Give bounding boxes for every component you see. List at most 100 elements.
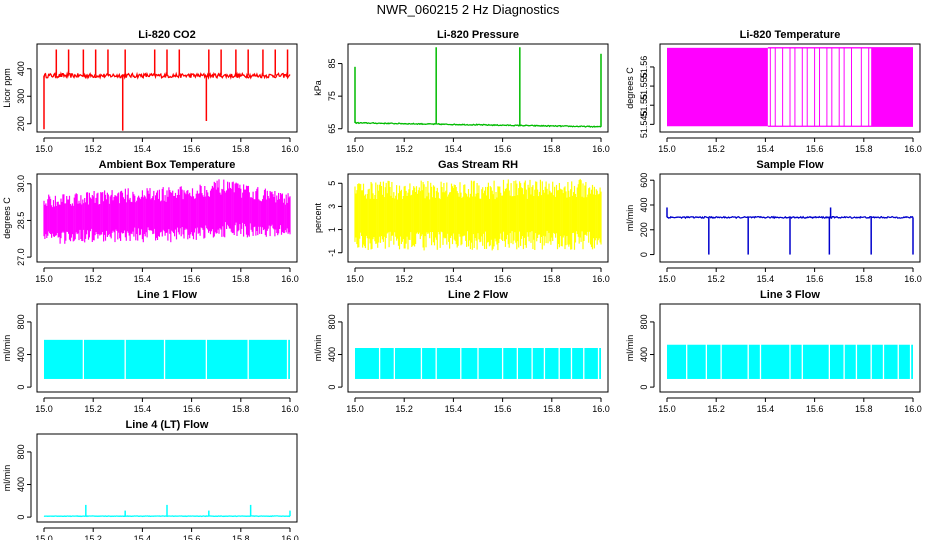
y-tick-label: 800	[327, 314, 337, 329]
x-tick-label: 15.8	[855, 144, 873, 154]
data-series	[667, 47, 913, 127]
y-tick-label: 75	[327, 91, 337, 101]
y-tick-label: 0	[639, 252, 649, 257]
y-axis-label: ml/min	[2, 465, 12, 492]
x-tick-label: 15.8	[543, 144, 561, 154]
x-tick-label: 15.2	[707, 274, 725, 284]
x-tick-label: 15.8	[543, 274, 561, 284]
data-series	[667, 343, 913, 380]
x-tick-label: 15.8	[232, 144, 250, 154]
y-axis: 27.0 28.5 30.0	[16, 175, 32, 266]
x-axis: 15.0 15.2 15.4 15.6 15.8 16.0	[658, 267, 922, 284]
y-axis: 200 300 400	[16, 61, 32, 131]
panel-9: Line 3 Flow ml/min 15.0 15.2 15.4 15.6 15.8 16.…	[625, 289, 922, 414]
y-tick-label: 85	[327, 59, 337, 69]
panel-title: Gas Stream RH	[438, 159, 518, 171]
x-tick-label: 15.8	[232, 404, 250, 414]
y-axis-label: degrees C	[2, 197, 12, 239]
y-tick-label: 600	[639, 173, 649, 188]
x-tick-label: 15.6	[494, 404, 512, 414]
y-tick-label: 400	[16, 477, 26, 492]
panel-title: Sample Flow	[756, 159, 824, 171]
plot-frame	[347, 173, 609, 263]
y-axis-label: ml/min	[625, 205, 635, 232]
data-series	[44, 338, 290, 380]
x-tick-label: 15.4	[445, 144, 463, 154]
y-axis-label: kPa	[313, 80, 323, 96]
x-tick-label: 15.6	[183, 144, 201, 154]
panel-4: Ambient Box Temperature degrees C 15.0 15.2…	[2, 159, 299, 284]
y-tick-label: 0	[639, 385, 649, 390]
plot-frame	[659, 43, 921, 133]
x-axis: 15.0 15.2 15.4 15.6 15.8 16.0	[346, 397, 610, 414]
x-axis: 15.0 15.2 15.4 15.6 15.8 16.0	[658, 137, 922, 154]
y-tick-label: 51.55	[639, 94, 649, 117]
dense-block	[871, 47, 913, 127]
plot-frame	[347, 303, 609, 393]
x-tick-label: 15.6	[494, 274, 512, 284]
y-axis: 0 400 800	[639, 314, 655, 390]
plot-frame	[36, 43, 298, 133]
y-tick-label: 400	[16, 61, 26, 76]
series-line	[354, 121, 602, 128]
x-tick-label: 15.6	[183, 534, 201, 540]
y-axis-label: ml/min	[313, 335, 323, 362]
y-tick-label: 1	[327, 227, 337, 232]
x-tick-label: 15.2	[84, 534, 102, 540]
x-tick-label: 15.0	[346, 404, 364, 414]
x-tick-label: 15.6	[806, 144, 824, 154]
y-tick-label: 400	[16, 347, 26, 362]
x-tick-label: 15.4	[134, 534, 152, 540]
data-series	[43, 179, 291, 244]
panel-title: Line 3 Flow	[760, 289, 820, 301]
y-tick-label: 0	[327, 385, 337, 390]
y-tick-label: 28.5	[16, 212, 26, 230]
series-line	[667, 215, 914, 220]
plot-frame	[36, 173, 298, 263]
x-tick-label: 15.0	[658, 404, 676, 414]
x-tick-label: 15.2	[395, 274, 413, 284]
x-tick-label: 15.0	[35, 274, 53, 284]
y-axis: 0 400 800	[16, 314, 32, 390]
y-tick-label: 5	[327, 181, 337, 186]
x-axis: 15.0 15.2 15.4 15.6 15.8 16.0	[658, 397, 922, 414]
y-tick-label: 0	[16, 385, 26, 390]
x-tick-label: 15.4	[445, 274, 463, 284]
panel-title: Li-820 Pressure	[437, 29, 519, 41]
y-tick-label: 400	[639, 197, 649, 212]
x-axis: 15.0 15.2 15.4 15.6 15.8 16.0	[346, 267, 610, 284]
panel-title: Line 4 (LT) Flow	[126, 419, 209, 431]
x-tick-label: 15.4	[445, 404, 463, 414]
y-axis: -1 1 3 5	[327, 181, 343, 257]
data-series	[666, 207, 914, 255]
data-series	[354, 178, 602, 251]
x-tick-label: 15.2	[707, 404, 725, 414]
y-tick-label: 51.545	[639, 111, 649, 139]
x-tick-label: 15.6	[183, 404, 201, 414]
dense-block	[667, 47, 768, 127]
x-tick-label: 15.8	[855, 274, 873, 284]
x-axis: 15.0 15.2 15.4 15.6 15.8 16.0	[35, 397, 299, 414]
x-tick-label: 15.6	[183, 274, 201, 284]
x-tick-label: 15.6	[806, 274, 824, 284]
flow-band	[44, 339, 290, 379]
panel-6: Sample Flow ml/min 15.0 15.2 15.4 15.6 15.8 16.…	[625, 159, 922, 284]
x-axis: 15.0 15.2 15.4 15.6 15.8 16.0	[35, 267, 299, 284]
x-tick-label: 15.6	[494, 144, 512, 154]
plot-frame	[36, 303, 298, 393]
panel-7: Line 1 Flow ml/min 15.0 15.2 15.4 15.6 15.8 16.…	[2, 289, 299, 414]
plot-frame	[36, 433, 298, 523]
x-tick-label: 15.4	[757, 144, 775, 154]
y-axis-label: Licor ppm	[2, 68, 12, 108]
data-series	[43, 49, 291, 131]
x-axis: 15.0 15.2 15.4 15.6 15.8 16.0	[35, 137, 299, 154]
y-tick-label: 200	[16, 116, 26, 131]
y-tick-label: 800	[639, 314, 649, 329]
x-tick-label: 15.0	[658, 274, 676, 284]
x-axis: 15.0 15.2 15.4 15.6 15.8 16.0	[346, 137, 610, 154]
